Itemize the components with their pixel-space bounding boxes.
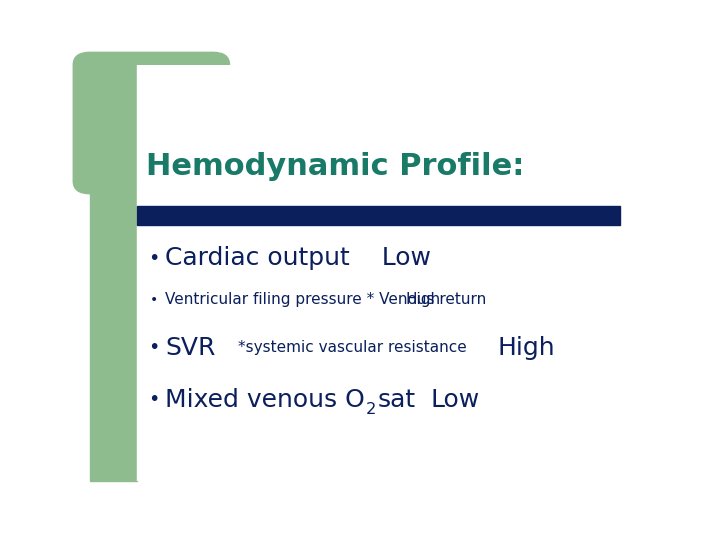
Text: •: • xyxy=(150,293,158,307)
Text: High: High xyxy=(498,335,555,360)
Text: High: High xyxy=(405,292,441,307)
Text: Cardiac output    Low: Cardiac output Low xyxy=(166,246,431,270)
FancyBboxPatch shape xyxy=(73,52,230,194)
Bar xyxy=(138,65,648,181)
Text: Low: Low xyxy=(431,388,480,411)
Bar xyxy=(138,181,696,481)
Bar xyxy=(90,65,138,481)
Text: Mixed venous O: Mixed venous O xyxy=(166,388,365,411)
Text: •: • xyxy=(148,390,160,409)
Text: sat: sat xyxy=(377,388,415,411)
Text: Hemodynamic Profile:: Hemodynamic Profile: xyxy=(145,152,524,181)
Text: SVR: SVR xyxy=(166,335,216,360)
Text: •: • xyxy=(148,338,160,357)
Text: 2: 2 xyxy=(366,402,376,417)
Text: *systemic vascular resistance: *systemic vascular resistance xyxy=(238,340,467,355)
Text: •: • xyxy=(148,248,160,268)
Text: Ventricular filing pressure * Venous return: Ventricular filing pressure * Venous ret… xyxy=(166,292,487,307)
Bar xyxy=(138,206,620,225)
